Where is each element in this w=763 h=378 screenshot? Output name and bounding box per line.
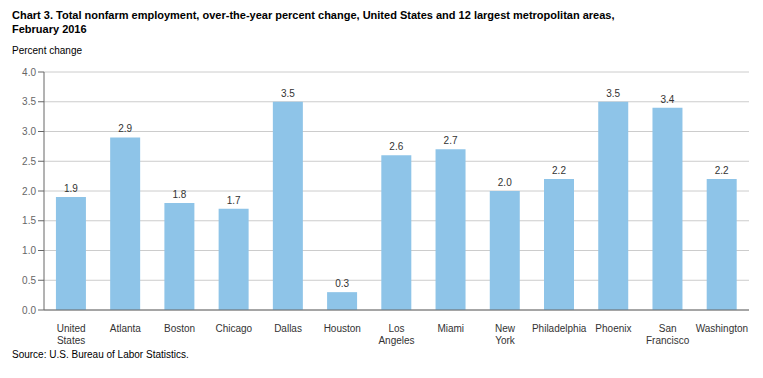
svg-text:Dallas: Dallas xyxy=(274,323,302,334)
svg-text:Atlanta: Atlanta xyxy=(110,323,142,334)
svg-text:4.0: 4.0 xyxy=(22,67,36,78)
svg-text:0.5: 0.5 xyxy=(22,275,36,286)
svg-text:2.0: 2.0 xyxy=(498,177,512,188)
svg-text:2.7: 2.7 xyxy=(444,135,458,146)
svg-text:3.0: 3.0 xyxy=(22,126,36,137)
svg-text:2.2: 2.2 xyxy=(552,165,566,176)
svg-text:Chicago: Chicago xyxy=(215,323,252,334)
svg-text:3.4: 3.4 xyxy=(661,94,675,105)
svg-text:2.0: 2.0 xyxy=(22,186,36,197)
svg-text:2.9: 2.9 xyxy=(118,123,132,134)
svg-text:Miami: Miami xyxy=(437,323,464,334)
svg-text:2.2: 2.2 xyxy=(715,165,729,176)
html-text:Source: U.S. Bureau of Labor S: Source: U.S. Bureau of Labor Statistics. xyxy=(12,349,189,360)
html-text:Percent change: Percent change xyxy=(12,45,83,56)
svg-text:3.5: 3.5 xyxy=(22,96,36,107)
svg-text:0.0: 0.0 xyxy=(22,305,36,316)
svg-text:Washington: Washington xyxy=(696,323,748,334)
html-text:Chart 3. Total nonfarm employm: Chart 3. Total nonfarm employment, over-… xyxy=(12,9,615,21)
svg-text:0.3: 0.3 xyxy=(335,278,349,289)
svg-text:2.5: 2.5 xyxy=(22,156,36,167)
svg-text:LosAngeles: LosAngeles xyxy=(378,323,414,346)
svg-text:3.5: 3.5 xyxy=(281,88,295,99)
svg-text:1.8: 1.8 xyxy=(172,189,186,200)
svg-text:1.5: 1.5 xyxy=(22,215,36,226)
svg-text:1.9: 1.9 xyxy=(64,183,78,194)
svg-text:1.7: 1.7 xyxy=(227,195,241,206)
svg-text:1.0: 1.0 xyxy=(22,245,36,256)
html-text:February 2016: February 2016 xyxy=(12,23,87,35)
svg-text:2.6: 2.6 xyxy=(389,141,403,152)
svg-text:Philadelphia: Philadelphia xyxy=(532,323,587,334)
svg-text:UnitedStates: UnitedStates xyxy=(57,323,86,346)
svg-text:3.5: 3.5 xyxy=(606,88,620,99)
svg-text:Boston: Boston xyxy=(164,323,195,334)
svg-text:NewYork: NewYork xyxy=(495,323,516,346)
svg-text:Phoenix: Phoenix xyxy=(595,323,631,334)
svg-text:Houston: Houston xyxy=(324,323,361,334)
svg-text:SanFrancisco: SanFrancisco xyxy=(646,323,690,346)
